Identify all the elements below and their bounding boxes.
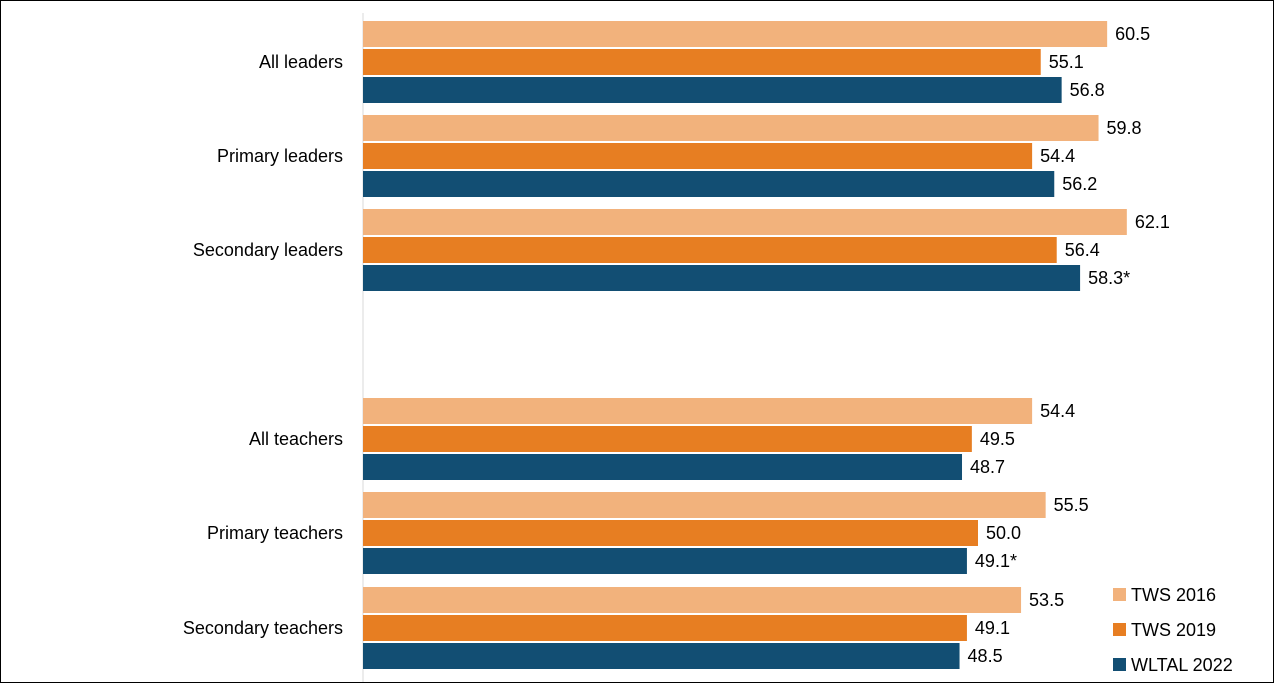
data-label: 55.5 <box>1054 495 1089 515</box>
bar-tws-2019 <box>363 520 978 546</box>
data-label: 56.8 <box>1070 80 1105 100</box>
category-label: All teachers <box>249 429 343 449</box>
bar-tws-2019 <box>363 426 972 452</box>
data-label: 58.3* <box>1088 268 1130 288</box>
legend-label: WLTAL 2022 <box>1131 655 1233 675</box>
bar-tws-2019 <box>363 49 1041 75</box>
data-label: 59.8 <box>1107 118 1142 138</box>
data-label: 62.1 <box>1135 212 1170 232</box>
legend-swatch <box>1113 623 1126 636</box>
legend-swatch <box>1113 588 1126 601</box>
legend-label: TWS 2019 <box>1131 620 1216 640</box>
data-label: 55.1 <box>1049 52 1084 72</box>
category-label: Primary leaders <box>217 146 343 166</box>
bar-tws-2019 <box>363 615 967 641</box>
bar-wltal-2022 <box>363 265 1081 291</box>
data-label: 60.5 <box>1115 24 1150 44</box>
data-label: 54.4 <box>1040 401 1075 421</box>
data-label: 50.0 <box>986 523 1021 543</box>
data-label: 49.1* <box>975 551 1017 571</box>
data-label: 56.4 <box>1065 240 1100 260</box>
bar-tws-2016 <box>363 209 1127 235</box>
bar-tws-2016 <box>363 21 1108 47</box>
bar-tws-2016 <box>363 115 1099 141</box>
category-label: Secondary teachers <box>183 618 343 638</box>
bar-tws-2016 <box>363 398 1033 424</box>
legend-label: TWS 2016 <box>1131 585 1216 605</box>
bar-tws-2016 <box>363 587 1022 613</box>
category-label: All leaders <box>259 52 343 72</box>
bar-wltal-2022 <box>363 77 1062 103</box>
bar-wltal-2022 <box>363 548 967 574</box>
bar-wltal-2022 <box>363 454 963 480</box>
data-label: 49.1 <box>975 618 1010 638</box>
category-label: Secondary leaders <box>193 240 343 260</box>
data-label: 48.5 <box>968 646 1003 666</box>
bar-wltal-2022 <box>363 171 1055 197</box>
data-label: 56.2 <box>1062 174 1097 194</box>
data-label: 49.5 <box>980 429 1015 449</box>
bar-tws-2019 <box>363 237 1057 263</box>
legend-swatch <box>1113 658 1126 671</box>
data-label: 54.4 <box>1040 146 1075 166</box>
category-label: Primary teachers <box>207 523 343 543</box>
bar-tws-2019 <box>363 143 1033 169</box>
bar-tws-2016 <box>363 492 1046 518</box>
data-label: 48.7 <box>970 457 1005 477</box>
data-label: 53.5 <box>1029 590 1064 610</box>
bar-wltal-2022 <box>363 643 960 669</box>
